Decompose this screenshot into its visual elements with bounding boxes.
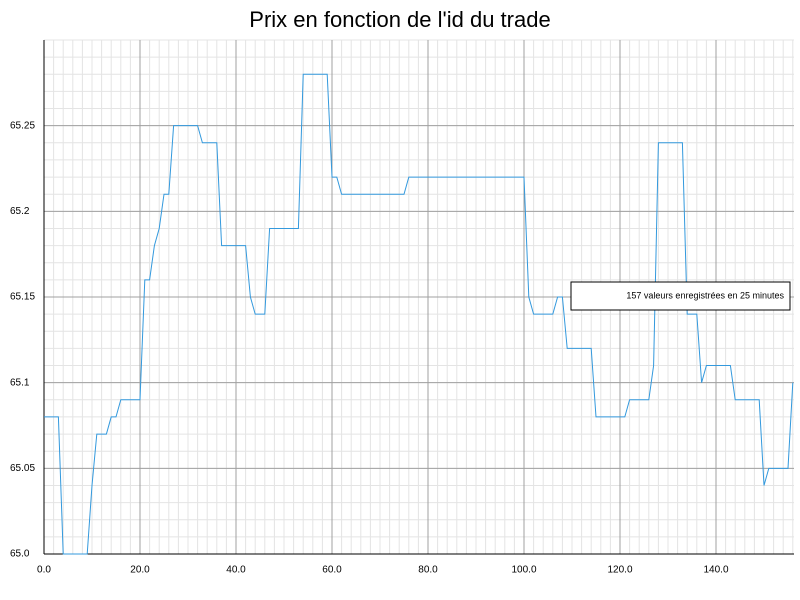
x-tick-label: 80.0: [418, 565, 438, 576]
y-tick-label: 65.15: [10, 292, 35, 303]
x-tick-label: 40.0: [226, 565, 246, 576]
x-tick-label: 0.0: [37, 565, 51, 576]
y-tick-label: 65.25: [10, 120, 35, 131]
x-tick-label: 60.0: [322, 565, 342, 576]
x-tick-label: 100.0: [511, 565, 536, 576]
annotation-box: [570, 281, 791, 311]
y-tick-label: 65.1: [10, 377, 30, 388]
x-tick-label: 20.0: [130, 565, 150, 576]
x-tick-label: 120.0: [607, 565, 632, 576]
y-tick-label: 65.0: [10, 549, 30, 560]
annotation: 157 valeurs enregistrées en 25 minutes: [626, 290, 784, 300]
y-tick-label: 65.05: [10, 463, 35, 474]
chart-title: Prix en fonction de l'id du trade: [249, 7, 550, 32]
y-tick-label: 65.2: [10, 206, 30, 217]
x-tick-label: 140.0: [703, 565, 728, 576]
price-line: [44, 73, 794, 555]
